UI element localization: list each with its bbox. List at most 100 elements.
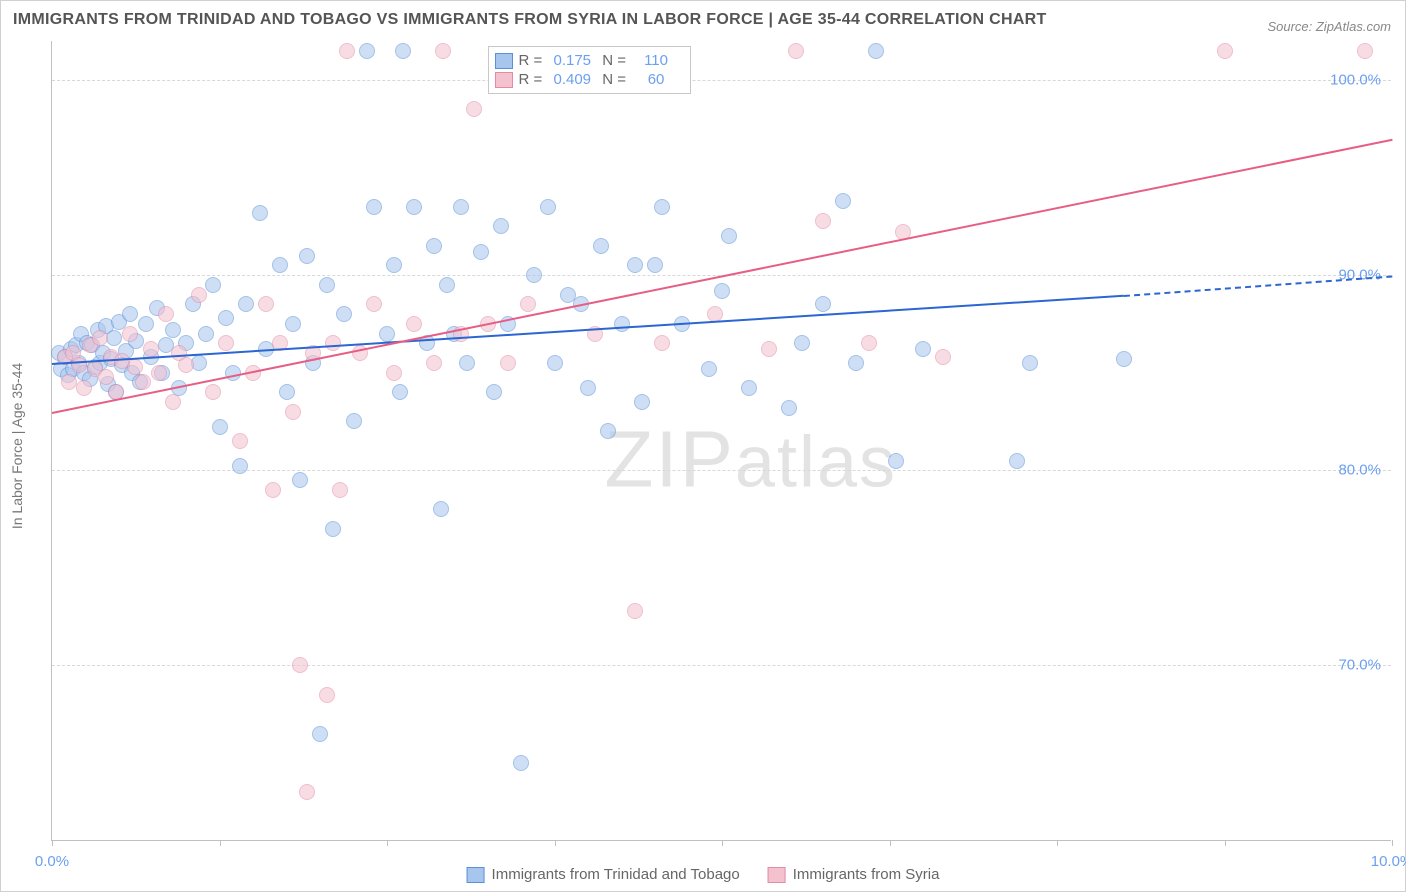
data-point: [346, 413, 362, 429]
data-point: [654, 335, 670, 351]
trend-line: [1124, 275, 1392, 297]
legend-swatch-2: [768, 867, 786, 883]
data-point: [433, 501, 449, 517]
data-point: [158, 306, 174, 322]
data-point: [493, 218, 509, 234]
data-point: [835, 193, 851, 209]
data-point: [143, 341, 159, 357]
watermark-atlas: atlas: [735, 422, 897, 502]
data-point: [654, 199, 670, 215]
stats-n-value: 110: [632, 52, 680, 69]
source-attribution: Source: ZipAtlas.com: [1267, 19, 1391, 34]
x-tick: [1057, 840, 1058, 846]
data-point: [815, 296, 831, 312]
data-point: [815, 213, 831, 229]
data-point: [868, 43, 884, 59]
data-point: [61, 374, 77, 390]
data-point: [1009, 453, 1025, 469]
data-point: [359, 43, 375, 59]
data-point: [1217, 43, 1233, 59]
data-point: [794, 335, 810, 351]
data-point: [453, 199, 469, 215]
x-tick-label: 0.0%: [35, 853, 69, 870]
x-tick: [890, 840, 891, 846]
x-tick: [220, 840, 221, 846]
data-point: [627, 603, 643, 619]
data-point: [935, 349, 951, 365]
data-point: [98, 369, 114, 385]
legend-label-2: Immigrants from Syria: [793, 866, 940, 883]
stats-row: R = 0.175 N = 110: [495, 51, 681, 70]
stats-legend-box: R = 0.175 N = 110R =0.409N =60: [488, 46, 692, 94]
stats-n-label: N =: [602, 52, 626, 69]
data-point: [614, 316, 630, 332]
data-point: [292, 657, 308, 673]
y-tick-label: 100.0%: [1330, 72, 1381, 89]
data-point: [741, 380, 757, 396]
data-point: [466, 101, 482, 117]
data-point: [861, 335, 877, 351]
data-point: [319, 277, 335, 293]
data-point: [252, 205, 268, 221]
data-point: [366, 296, 382, 312]
data-point: [459, 355, 475, 371]
stats-r-label: R =: [519, 52, 543, 69]
data-point: [325, 335, 341, 351]
data-point: [122, 306, 138, 322]
data-point: [92, 330, 108, 346]
data-point: [336, 306, 352, 322]
data-point: [198, 326, 214, 342]
data-point: [714, 283, 730, 299]
data-point: [500, 355, 516, 371]
data-point: [135, 374, 151, 390]
data-point: [319, 687, 335, 703]
data-point: [520, 296, 536, 312]
data-point: [526, 267, 542, 283]
x-tick: [1392, 840, 1393, 846]
data-point: [232, 458, 248, 474]
data-point: [122, 326, 138, 342]
y-tick-label: 90.0%: [1338, 267, 1381, 284]
stats-r-value: 0.175: [548, 52, 596, 69]
data-point: [279, 384, 295, 400]
data-point: [312, 726, 328, 742]
data-point: [761, 341, 777, 357]
y-tick-label: 80.0%: [1338, 462, 1381, 479]
data-point: [426, 355, 442, 371]
stats-swatch: [495, 53, 513, 69]
chart-container: IMMIGRANTS FROM TRINIDAD AND TOBAGO VS I…: [0, 0, 1406, 892]
data-point: [138, 316, 154, 332]
data-point: [593, 238, 609, 254]
x-tick: [52, 840, 53, 846]
data-point: [473, 244, 489, 260]
data-point: [848, 355, 864, 371]
data-point: [76, 380, 92, 396]
data-point: [299, 248, 315, 264]
data-point: [439, 277, 455, 293]
data-point: [486, 384, 502, 400]
stats-n-label: N =: [602, 71, 626, 88]
data-point: [265, 482, 281, 498]
data-point: [540, 199, 556, 215]
data-point: [292, 472, 308, 488]
x-tick: [722, 840, 723, 846]
x-tick: [555, 840, 556, 846]
data-point: [205, 277, 221, 293]
data-point: [915, 341, 931, 357]
data-point: [218, 310, 234, 326]
data-point: [332, 482, 348, 498]
data-point: [395, 43, 411, 59]
stats-swatch: [495, 72, 513, 88]
data-point: [647, 257, 663, 273]
data-point: [127, 359, 143, 375]
y-tick-label: 70.0%: [1338, 657, 1381, 674]
data-point: [1357, 43, 1373, 59]
data-point: [299, 784, 315, 800]
data-point: [325, 521, 341, 537]
stats-row: R =0.409N =60: [495, 70, 681, 89]
data-point: [386, 365, 402, 381]
data-point: [285, 316, 301, 332]
data-point: [379, 326, 395, 342]
data-point: [205, 384, 221, 400]
data-point: [781, 400, 797, 416]
